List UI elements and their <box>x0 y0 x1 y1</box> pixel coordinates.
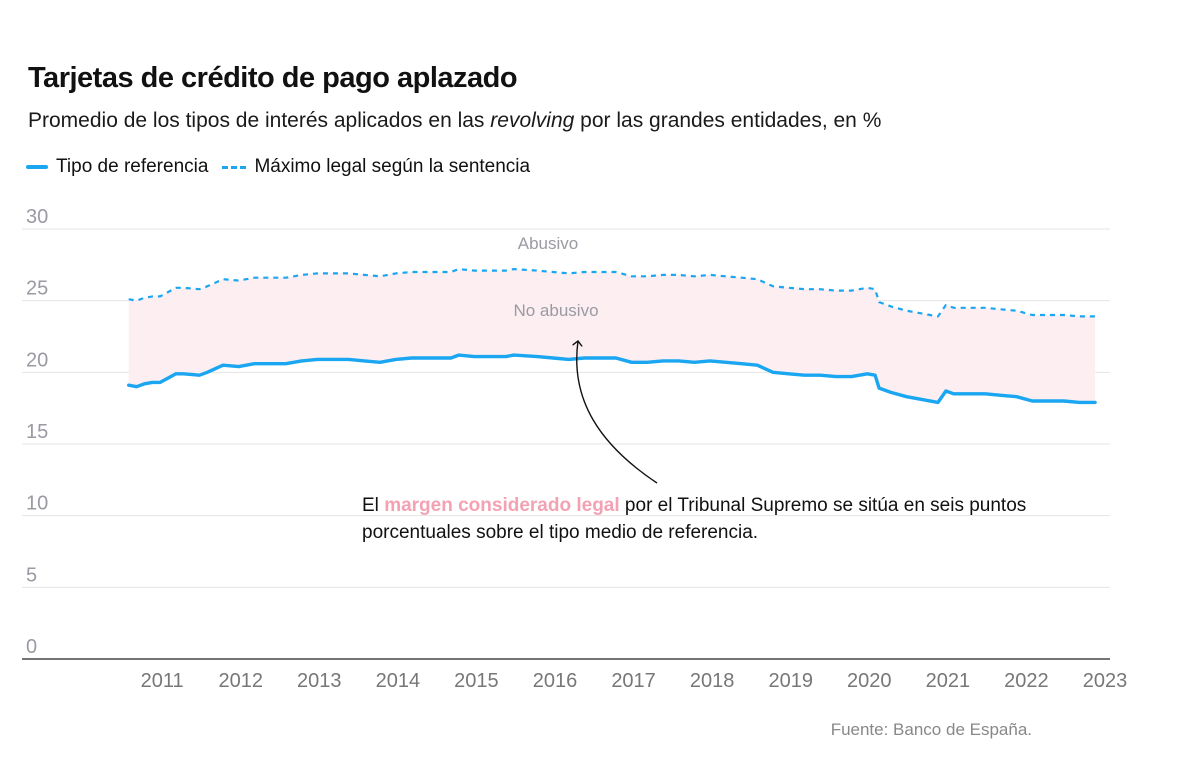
annotation-pre: El <box>362 495 384 516</box>
x-tick-label: 2019 <box>768 670 813 692</box>
x-tick-label: 2011 <box>141 670 184 692</box>
y-tick-label: 10 <box>26 493 48 515</box>
x-tick-label: 2023 <box>1083 670 1128 692</box>
annotation-arrow <box>577 341 658 484</box>
legend: Tipo de referencia Máximo legal según la… <box>26 156 544 178</box>
x-tick-label: 2012 <box>218 670 263 692</box>
legend-item-reference: Tipo de referencia <box>26 156 208 178</box>
y-tick-label: 5 <box>26 564 37 586</box>
annotation-line-2: porcentuales sobre el tipo medio de refe… <box>362 522 758 543</box>
annotation-line-1: El margen considerado legal por el Tribu… <box>362 495 1026 516</box>
y-tick-label: 0 <box>26 636 37 658</box>
x-tick-label: 2022 <box>1004 670 1049 692</box>
legend-label-max: Máximo legal según la sentencia <box>254 156 531 177</box>
x-tick-label: 2016 <box>533 670 578 692</box>
chart-subtitle: Promedio de los tipos de interés aplicad… <box>28 109 881 133</box>
chart-title: Tarjetas de crédito de pago aplazado <box>28 62 518 94</box>
subtitle-emphasis: revolving <box>490 109 575 132</box>
x-tick-label: 2017 <box>611 670 656 692</box>
series-line-reference <box>126 353 1097 405</box>
annotation-post: por el Tribunal Supremo se sitúa en seis… <box>620 495 1027 516</box>
annotation-highlight: margen considerado legal <box>384 495 619 516</box>
y-tick-label: 25 <box>26 278 48 300</box>
subtitle-post: por las grandes entidades, en % <box>574 109 882 132</box>
x-tick-label: 2014 <box>376 670 421 692</box>
legend-label-reference: Tipo de referencia <box>56 156 209 177</box>
legend-dashed-swatch <box>222 165 247 169</box>
y-tick-label: 30 <box>26 206 48 228</box>
legend-solid-swatch <box>26 165 48 169</box>
x-tick-label: 2020 <box>847 670 892 692</box>
y-tick-label: 20 <box>26 349 48 371</box>
zone-label-abusivo: Abusivo <box>518 234 578 253</box>
y-tick-label: 15 <box>26 421 48 443</box>
x-tick-label: 2015 <box>454 670 499 692</box>
zone-label-no-abusivo: No abusivo <box>513 301 598 320</box>
x-tick-label: 2021 <box>926 670 971 692</box>
legal-margin-band <box>128 269 1096 403</box>
legend-item-max: Máximo legal según la sentencia <box>222 156 530 178</box>
x-tick-label: 2013 <box>297 670 342 692</box>
subtitle-pre: Promedio de los tipos de interés aplicad… <box>28 109 491 132</box>
source-note: Fuente: Banco de España. <box>830 720 1032 739</box>
series-line-max-legal <box>128 268 1096 318</box>
x-tick-label: 2018 <box>690 670 735 692</box>
